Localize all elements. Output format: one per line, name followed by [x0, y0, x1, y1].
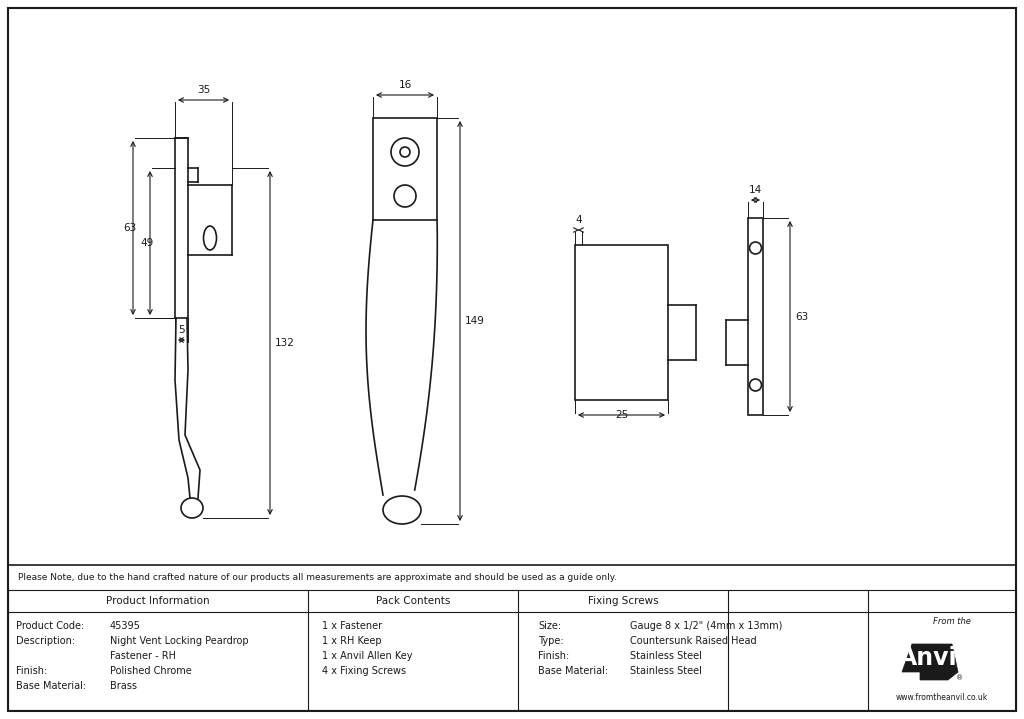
Text: 14: 14 [749, 185, 762, 195]
Text: Description:: Description: [16, 636, 75, 646]
Polygon shape [920, 672, 958, 680]
Text: Finish:: Finish: [16, 666, 47, 676]
Text: 35: 35 [197, 85, 210, 95]
Text: Stainless Steel: Stainless Steel [630, 666, 701, 676]
Circle shape [400, 147, 410, 157]
Bar [175, 138, 188, 318]
Ellipse shape [383, 496, 421, 524]
Text: Fixing Screws: Fixing Screws [588, 596, 658, 606]
Text: Base Material:: Base Material: [538, 666, 608, 676]
Text: Night Vent Locking Peardrop: Night Vent Locking Peardrop [110, 636, 249, 646]
Text: 132: 132 [275, 338, 295, 348]
Ellipse shape [181, 498, 203, 518]
Text: 4: 4 [575, 215, 582, 225]
Text: ®: ® [956, 675, 964, 681]
Text: Finish:: Finish: [538, 651, 569, 661]
Text: Size:: Size: [538, 621, 561, 631]
Text: 16: 16 [398, 80, 412, 90]
Text: Product Information: Product Information [106, 596, 210, 606]
Circle shape [394, 185, 416, 207]
Bar [373, 118, 437, 220]
Text: Gauge 8 x 1/2" (4mm x 13mm): Gauge 8 x 1/2" (4mm x 13mm) [630, 621, 782, 631]
Text: 49: 49 [140, 238, 154, 248]
Text: Pack Contents: Pack Contents [376, 596, 451, 606]
Polygon shape [902, 644, 958, 672]
Text: 45395: 45395 [110, 621, 141, 631]
Circle shape [391, 138, 419, 166]
Text: www.fromtheanvil.co.uk: www.fromtheanvil.co.uk [896, 694, 988, 702]
Text: 4 x Fixing Screws: 4 x Fixing Screws [322, 666, 407, 676]
Text: 1 x Anvil Allen Key: 1 x Anvil Allen Key [322, 651, 413, 661]
Text: Anvil: Anvil [899, 646, 966, 670]
Text: 149: 149 [465, 316, 485, 326]
Circle shape [750, 242, 762, 254]
Ellipse shape [204, 226, 216, 250]
Bar [575, 245, 668, 400]
Text: Type:: Type: [538, 636, 563, 646]
Text: Brass: Brass [110, 681, 137, 691]
Text: Countersunk Raised Head: Countersunk Raised Head [630, 636, 757, 646]
Text: 63: 63 [124, 223, 137, 233]
Text: Stainless Steel: Stainless Steel [630, 651, 701, 661]
Text: Polished Chrome: Polished Chrome [110, 666, 191, 676]
Text: Product Code:: Product Code: [16, 621, 84, 631]
Bar [748, 218, 763, 415]
Text: Base Material:: Base Material: [16, 681, 86, 691]
Circle shape [750, 379, 762, 391]
Text: 25: 25 [614, 410, 628, 420]
Text: 63: 63 [795, 311, 808, 321]
Text: From the: From the [933, 618, 971, 626]
Text: 1 x RH Keep: 1 x RH Keep [322, 636, 382, 646]
Text: Please Note, due to the hand crafted nature of our products all measurements are: Please Note, due to the hand crafted nat… [18, 572, 616, 582]
Text: Fastener - RH: Fastener - RH [110, 651, 176, 661]
Text: 5: 5 [178, 325, 184, 335]
Text: 1 x Fastener: 1 x Fastener [322, 621, 382, 631]
